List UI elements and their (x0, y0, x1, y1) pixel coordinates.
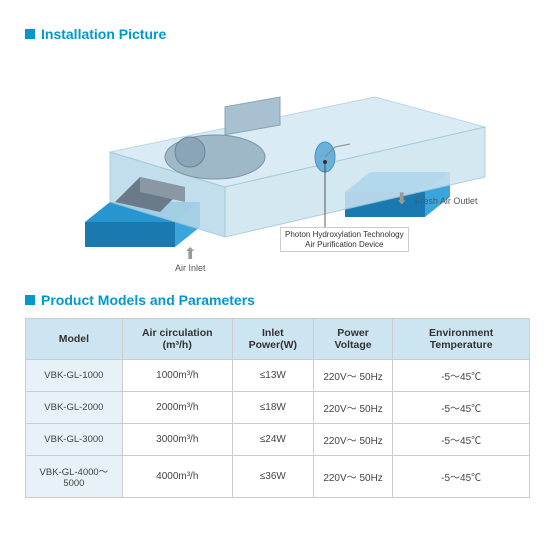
parameters-title: Product Models and Parameters (25, 292, 530, 308)
bullet-icon (25, 295, 35, 305)
table-cell: 3000m³/h (122, 424, 232, 456)
col-temp: Environment Temperature (393, 319, 530, 360)
arrow-up-icon: ⬆ (184, 247, 197, 263)
table-cell: 4000m³/h (122, 456, 232, 498)
col-air: Air circulation (m³/h) (122, 319, 232, 360)
table-cell: 2000m³/h (122, 392, 232, 424)
fresh-air-outlet-text: Fresh Air Outlet (415, 196, 478, 208)
table-cell: VBK-GL-2000 (26, 392, 123, 424)
table-cell: -5～45℃ (393, 360, 530, 392)
table-cell: -5～45℃ (393, 456, 530, 498)
diagram-svg (25, 52, 525, 282)
installation-title: Installation Picture (25, 26, 530, 42)
table-cell: VBK-GL-3000 (26, 424, 123, 456)
table-cell: 1000m³/h (122, 360, 232, 392)
air-inlet-label: ⬆ Air Inlet (175, 247, 206, 275)
table-row: VBK-GL-10001000m³/h≤13W220V～ 50Hz-5～45℃ (26, 360, 530, 392)
device-callout-box: Photon Hydroxylation Technology Air Puri… (280, 227, 409, 252)
table-cell: VBK-GL-4000～5000 (26, 456, 123, 498)
table-cell: ≤13W (232, 360, 313, 392)
table-cell: ≤24W (232, 424, 313, 456)
parameters-title-text: Product Models and Parameters (41, 292, 255, 308)
device-line1: Photon Hydroxylation Technology (285, 230, 404, 239)
arrow-down-icon: ⬇ (395, 192, 408, 208)
device-line2: Air Purification Device (305, 240, 383, 249)
table-row: VBK-GL-30003000m³/h≤24W220V～ 50Hz-5～45℃ (26, 424, 530, 456)
bullet-icon (25, 29, 35, 39)
table-cell: ≤18W (232, 392, 313, 424)
table-cell: ≤36W (232, 456, 313, 498)
table-cell: -5～45℃ (393, 424, 530, 456)
fresh-air-outlet-label: ⬇ Fresh Air Outlet (395, 192, 477, 208)
table-cell: 220V～ 50Hz (313, 392, 392, 424)
parameters-table: Model Air circulation (m³/h) Inlet Power… (25, 318, 530, 498)
table-cell: 220V～ 50Hz (313, 456, 392, 498)
table-cell: 220V～ 50Hz (313, 424, 392, 456)
installation-diagram: ⬆ Air Inlet ⬇ Fresh Air Outlet Photon Hy… (25, 52, 530, 282)
table-row: VBK-GL-4000～50004000m³/h≤36W220V～ 50Hz-5… (26, 456, 530, 498)
table-cell: -5～45℃ (393, 392, 530, 424)
installation-title-text: Installation Picture (41, 26, 166, 42)
table-row: VBK-GL-20002000m³/h≤18W220V～ 50Hz-5～45℃ (26, 392, 530, 424)
table-body: VBK-GL-10001000m³/h≤13W220V～ 50Hz-5～45℃V… (26, 360, 530, 498)
table-cell: 220V～ 50Hz (313, 360, 392, 392)
col-power: Inlet Power(W) (232, 319, 313, 360)
col-model: Model (26, 319, 123, 360)
table-cell: VBK-GL-1000 (26, 360, 123, 392)
air-inlet-text: Air Inlet (175, 263, 206, 273)
col-voltage: Power Voltage (313, 319, 392, 360)
table-header-row: Model Air circulation (m³/h) Inlet Power… (26, 319, 530, 360)
